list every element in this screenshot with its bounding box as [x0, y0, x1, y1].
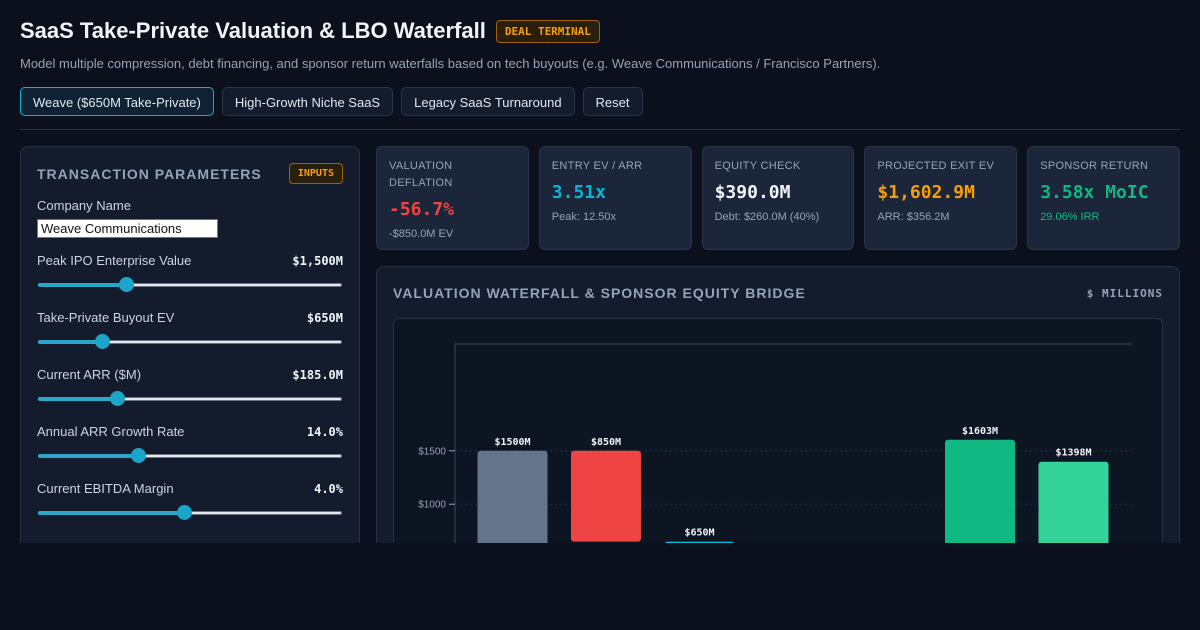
slider-fill	[38, 511, 184, 515]
param-label: Take-Private Buyout EV	[37, 310, 175, 325]
deal-terminal-badge: DEAL TERMINAL	[495, 19, 600, 43]
param-value: 14.0%	[306, 424, 343, 439]
kpi-value: 3.58x MoIC	[1040, 182, 1149, 203]
kpi-label: EQUITY CHECK	[714, 160, 801, 172]
transaction-parameters-panel: TRANSACTION PARAMETERS INPUTS Company Na…	[20, 146, 360, 566]
viewport-bottom	[0, 543, 1200, 630]
current-arr-slider[interactable]	[37, 389, 343, 409]
kpi-card-projected-exit-ev: PROJECTED EXIT EV $1,602.9M ARR: $356.2M	[864, 146, 1018, 250]
param-value: $1,500M	[292, 253, 343, 268]
slider-fill	[38, 283, 127, 287]
bar-value-label: $1603M	[962, 426, 998, 437]
kpi-value: 3.51x	[551, 182, 606, 203]
kpi-label: SPONSOR RETURN	[1040, 160, 1149, 172]
bar-value-label: $1398M	[1055, 448, 1091, 459]
waterfall-bar	[571, 450, 641, 542]
param-label: Current ARR ($M)	[37, 367, 142, 382]
param-current-arr: Current ARR ($M) $185.0M	[37, 367, 343, 409]
company-name-input[interactable]	[37, 219, 218, 238]
kpi-subtext: -$850.0M EV	[389, 228, 454, 240]
param-label: Peak IPO Enterprise Value	[37, 253, 192, 268]
bar-value-label: $650M	[684, 528, 714, 539]
y-tick-label: $1000	[418, 500, 446, 511]
scenario-buttons: Weave ($650M Take-Private) High-Growth N…	[20, 87, 1180, 116]
slider-fill	[38, 340, 102, 344]
reset-button[interactable]: Reset	[582, 87, 643, 116]
kpi-value: $1,602.9M	[877, 182, 975, 203]
slider-thumb[interactable]	[94, 334, 110, 349]
kpi-value: $390.0M	[714, 182, 791, 203]
param-arr-growth: Annual ARR Growth Rate 14.0%	[37, 424, 343, 466]
param-value: $650M	[306, 310, 343, 325]
kpi-label: PROJECTED EXIT EV	[877, 160, 995, 172]
inputs-badge: INPUTS	[288, 163, 343, 184]
param-peak-ipo-ev: Peak IPO Enterprise Value $1,500M	[37, 253, 343, 295]
peak-ipo-ev-slider[interactable]	[37, 275, 343, 295]
chart-header: VALUATION WATERFALL & SPONSOR EQUITY BRI…	[393, 285, 1163, 301]
scenario-legacy-button[interactable]: Legacy SaaS Turnaround	[401, 87, 575, 116]
waterfall-bar	[945, 439, 1015, 577]
kpi-value: -56.7%	[389, 199, 455, 220]
kpi-card-valuation-deflation: VALUATION DEFLATION -56.7% -$850.0M EV	[376, 146, 529, 250]
panel-title: TRANSACTION PARAMETERS	[37, 165, 262, 182]
bar-value-label: $850M	[591, 437, 621, 448]
kpi-card-entry-ev-arr: ENTRY EV / ARR 3.51x Peak: 12.50x	[538, 146, 692, 250]
slider-thumb[interactable]	[110, 391, 126, 406]
kpi-subtext: 29.06% IRR	[1040, 211, 1100, 223]
header: SaaS Take-Private Valuation & LBO Waterf…	[20, 18, 1180, 116]
slider-fill	[38, 454, 139, 458]
kpi-subtext: Peak: 12.50x	[551, 211, 617, 223]
buyout-ev-slider[interactable]	[37, 332, 343, 352]
panel-header: TRANSACTION PARAMETERS INPUTS	[37, 163, 343, 184]
param-buyout-ev: Take-Private Buyout EV $650M	[37, 310, 343, 352]
kpi-subtext: Debt: $260.0M (40%)	[714, 211, 820, 223]
kpi-label: ENTRY EV / ARR	[551, 160, 643, 172]
chart-plot-area: $500$1000$1500$1500M$850M$650M$260M$390M…	[393, 318, 1163, 578]
title-row: SaaS Take-Private Valuation & LBO Waterf…	[20, 18, 1180, 44]
param-value: 4.0%	[314, 481, 343, 496]
kpi-label: VALUATION DEFLATION	[389, 160, 453, 189]
slider-thumb[interactable]	[176, 505, 192, 520]
param-value: $185.0M	[292, 367, 343, 382]
waterfall-chart-card: VALUATION WATERFALL & SPONSOR EQUITY BRI…	[376, 266, 1180, 578]
chart-title: VALUATION WATERFALL & SPONSOR EQUITY BRI…	[393, 285, 806, 301]
waterfall-chart: $500$1000$1500$1500M$850M$650M$260M$390M…	[418, 343, 1132, 577]
arr-growth-slider[interactable]	[37, 446, 343, 466]
bar-value-label: $1500M	[494, 437, 530, 448]
kpi-row: VALUATION DEFLATION -56.7% -$850.0M EV E…	[376, 146, 1180, 250]
chart-unit-label: $ MILLIONS	[1086, 286, 1163, 300]
kpi-card-sponsor-return: SPONSOR RETURN 3.58x MoIC 29.06% IRR	[1027, 146, 1180, 250]
ebitda-margin-slider[interactable]	[37, 503, 343, 523]
scenario-weave-button[interactable]: Weave ($650M Take-Private)	[20, 87, 214, 116]
y-tick-label: $1500	[418, 446, 446, 457]
param-label: Current EBITDA Margin	[37, 481, 174, 496]
param-ebitda-margin: Current EBITDA Margin 4.0%	[37, 481, 343, 523]
company-name-label: Company Name	[37, 198, 131, 213]
kpi-card-equity-check: EQUITY CHECK $390.0M Debt: $260.0M (40%)	[701, 146, 855, 250]
slider-fill	[38, 397, 118, 401]
page-subtitle: Model multiple compression, debt financi…	[20, 56, 881, 71]
page-title: SaaS Take-Private Valuation & LBO Waterf…	[20, 18, 486, 43]
param-label: Annual ARR Growth Rate	[37, 424, 185, 439]
scenario-high-growth-button[interactable]: High-Growth Niche SaaS	[221, 87, 394, 116]
slider-thumb[interactable]	[131, 448, 147, 463]
slider-thumb[interactable]	[119, 277, 135, 292]
kpi-subtext: ARR: $356.2M	[877, 211, 950, 223]
header-divider	[20, 129, 1180, 130]
